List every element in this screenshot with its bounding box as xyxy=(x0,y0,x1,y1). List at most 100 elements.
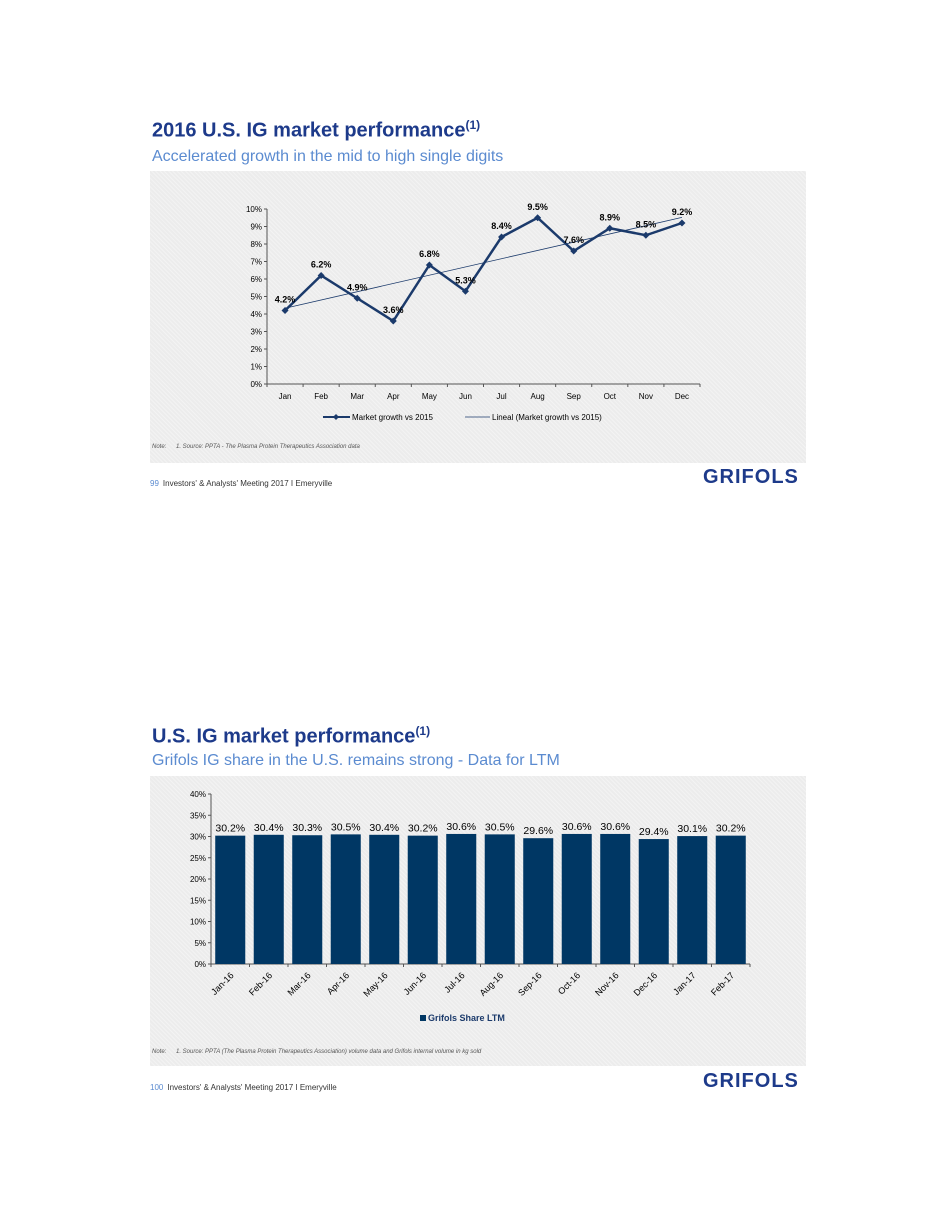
note-label: Note: xyxy=(152,1049,167,1055)
bar-chart: 0% 5% 10% 15% 20% 25% 30% 35% 40% 30.2% Jan-16 30.4… xyxy=(152,790,751,1055)
bar xyxy=(484,834,515,964)
data-label: 30.4% xyxy=(254,822,284,834)
data-label: 8.9% xyxy=(600,212,621,222)
data-label: 30.1% xyxy=(677,823,707,835)
x-tick-label: Jan-17 xyxy=(671,970,698,997)
grifols-logo: GRIFOLS xyxy=(703,1070,799,1092)
data-label: 8.5% xyxy=(636,219,657,229)
data-label: 30.3% xyxy=(292,822,322,834)
y-tick-label: 10% xyxy=(190,918,206,927)
y-tick-label: 7% xyxy=(250,258,262,267)
x-tick-label: Jul-16 xyxy=(442,970,466,994)
data-point xyxy=(389,317,397,325)
slide-1-subtitle: Accelerated growth in the mid to high si… xyxy=(152,148,504,165)
x-tick-label: Nov-16 xyxy=(593,970,621,998)
bar xyxy=(715,835,746,964)
x-tick-label: Jun xyxy=(459,392,472,401)
y-tick-label: 8% xyxy=(250,240,262,249)
data-point xyxy=(534,214,542,222)
bar xyxy=(523,838,554,964)
x-tick-label: Oct xyxy=(604,392,617,401)
x-tick-label: Jul xyxy=(496,392,506,401)
bar xyxy=(446,833,477,964)
data-point xyxy=(570,247,578,255)
data-label: 30.6% xyxy=(562,821,592,833)
y-tick-label: 5% xyxy=(250,293,262,302)
footer-text: Investors' & Analysts' Meeting 2017 I Em… xyxy=(162,479,333,488)
slide-1-footer: 99 Investors' & Analysts' Meeting 2017 I … xyxy=(150,479,332,488)
x-tick-label: May-16 xyxy=(361,970,389,998)
grifols-logo: GRIFOLS xyxy=(703,466,799,488)
note-label: Note: xyxy=(152,444,167,450)
slide-1-title: 2016 U.S. IG market performance(1) xyxy=(152,118,480,143)
data-label: 9.2% xyxy=(672,207,693,217)
y-tick-label: 5% xyxy=(194,939,206,948)
x-tick-label: Feb-16 xyxy=(247,970,274,997)
data-point xyxy=(642,231,650,239)
x-tick-label: Aug-16 xyxy=(478,970,506,998)
y-tick-label: 25% xyxy=(190,854,206,863)
bar xyxy=(292,835,323,964)
data-label: 30.4% xyxy=(369,822,399,834)
note-text: 1. Source: PPTA - The Plasma Protein The… xyxy=(176,444,361,450)
y-tick-label: 30% xyxy=(190,833,206,842)
data-label: 30.2% xyxy=(716,823,746,835)
y-tick-label: 4% xyxy=(250,310,262,319)
x-tick-label: Dec xyxy=(675,392,689,401)
data-label: 8.4% xyxy=(491,221,512,231)
x-tick-label: Apr-16 xyxy=(325,970,351,996)
x-tick-label: Apr xyxy=(387,392,400,401)
x-tick-label: Oct-16 xyxy=(556,970,582,996)
y-tick-label: 0% xyxy=(194,960,206,969)
slide-1-title-sup: (1) xyxy=(465,118,481,132)
x-tick-label: May xyxy=(422,392,437,401)
bar-chart-panel: 0% 5% 10% 15% 20% 25% 30% 35% 40% 30.2% Jan-16 30.4… xyxy=(150,776,806,1066)
x-tick-label: Jun-16 xyxy=(402,970,429,997)
x-tick-label: Dec-16 xyxy=(632,970,660,998)
bar xyxy=(638,839,669,964)
y-tick-label: 0% xyxy=(250,380,262,389)
data-point xyxy=(461,287,469,295)
data-label: 30.6% xyxy=(600,821,630,833)
line-chart: 0% 1% 2% 3% 4% 5% 6% 7% 8% 9% 10% Jan Feb Mar Apr May Ju… xyxy=(152,202,701,450)
x-tick-label: Feb xyxy=(314,392,328,401)
footer-text: Investors' & Analysts' Meeting 2017 I Em… xyxy=(167,1083,337,1092)
data-label: 4.9% xyxy=(347,282,368,292)
data-label: 30.5% xyxy=(485,821,515,833)
data-label: 30.5% xyxy=(331,821,361,833)
x-tick-label: Jan-16 xyxy=(209,970,236,997)
bar xyxy=(253,834,284,964)
data-label: 6.8% xyxy=(419,249,440,259)
data-point xyxy=(281,307,289,314)
y-tick-label: 2% xyxy=(250,345,262,354)
line-chart-panel: 0% 1% 2% 3% 4% 5% 6% 7% 8% 9% 10% Jan Feb Mar Apr May Ju… xyxy=(150,171,806,463)
data-label: 6.2% xyxy=(311,260,332,270)
page-number: 100 xyxy=(150,1083,164,1092)
bar xyxy=(407,835,438,964)
x-tick-label: Sep-16 xyxy=(516,970,544,998)
data-label: 3.6% xyxy=(383,305,404,315)
y-tick-label: 20% xyxy=(190,875,206,884)
legend-label-trend: Lineal (Market growth vs 2015) xyxy=(492,413,602,422)
legend-swatch-grifols-share xyxy=(420,1015,426,1021)
data-label: 30.2% xyxy=(215,823,245,835)
legend-marker xyxy=(333,414,339,420)
y-tick-label: 10% xyxy=(246,205,262,214)
slide-1-title-text: 2016 U.S. IG market performance xyxy=(152,119,466,142)
data-point xyxy=(678,219,686,227)
data-point xyxy=(606,224,614,232)
data-label: 4.2% xyxy=(275,295,296,305)
x-tick-label: Mar xyxy=(350,392,364,401)
x-tick-label: Aug xyxy=(531,392,545,401)
bar xyxy=(215,835,246,964)
data-point xyxy=(425,261,433,269)
slide-2-footer: 100 Investors' & Analysts' Meeting 2017 I… xyxy=(150,1083,337,1092)
slide-2-title-text: U.S. IG market performance xyxy=(152,725,416,748)
bar xyxy=(369,834,400,964)
y-tick-label: 15% xyxy=(190,896,206,905)
y-tick-label: 1% xyxy=(250,363,262,372)
bar xyxy=(330,834,361,964)
data-label: 5.3% xyxy=(455,275,476,285)
data-point xyxy=(353,294,361,302)
x-tick-label: Feb-17 xyxy=(709,970,736,997)
